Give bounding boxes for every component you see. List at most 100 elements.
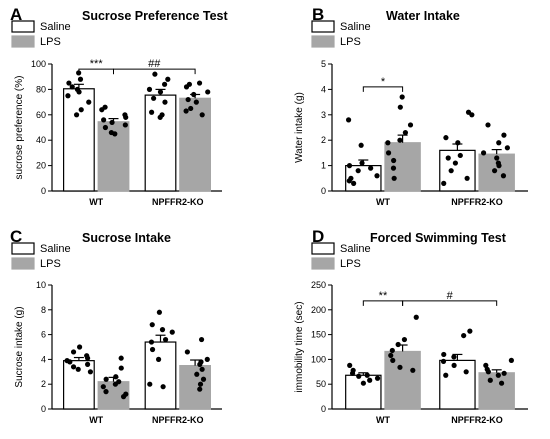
data-point (78, 107, 84, 113)
data-point (485, 369, 491, 375)
y-tick-label: 2 (41, 379, 46, 389)
data-point (407, 122, 414, 128)
data-point (495, 372, 501, 378)
y-tick-label: 50 (316, 379, 326, 389)
data-point (461, 332, 467, 339)
data-point (112, 381, 118, 387)
panel-letter: D (312, 227, 324, 246)
data-point (368, 165, 374, 171)
data-point (364, 372, 370, 378)
y-tick-label: 4 (321, 84, 326, 94)
y-tick-label: 0 (321, 186, 326, 196)
legend-label: Saline (40, 21, 71, 33)
y-tick-label: 150 (311, 330, 326, 340)
bar-saline-npffr2-ko (144, 94, 177, 192)
data-point (349, 370, 356, 376)
data-point (483, 362, 489, 368)
y-axis-label: Sucrose intake (g) (14, 306, 25, 387)
bar-lps-npffr2-ko (179, 97, 212, 192)
data-point (390, 357, 396, 363)
data-point (346, 178, 352, 184)
data-point (374, 173, 380, 179)
data-point (389, 347, 395, 354)
y-tick-label: 200 (311, 305, 326, 315)
data-point (500, 173, 507, 179)
data-point (165, 76, 171, 82)
y-tick-label: 4 (41, 354, 46, 364)
y-tick-label: 5 (321, 59, 326, 69)
data-point (77, 344, 83, 350)
panel-letter: C (10, 227, 22, 246)
data-point (103, 389, 109, 395)
data-point (401, 336, 408, 343)
data-point (504, 145, 510, 151)
data-point (159, 327, 166, 333)
data-point (183, 84, 190, 90)
data-point (390, 165, 397, 171)
legend-label: LPS (340, 258, 361, 270)
data-point (112, 131, 118, 137)
data-point (457, 152, 463, 159)
data-point (85, 355, 91, 361)
data-point (67, 359, 73, 365)
panel-a: A Sucrose Preference Test Saline LPS 0 20 40 60… (10, 5, 229, 207)
data-point (346, 163, 353, 169)
y-tick-label: 80 (36, 84, 46, 94)
data-point (467, 328, 473, 334)
legend-swatch-lps (311, 257, 335, 270)
x-category-label: NPFFR2-KO (451, 415, 503, 425)
bar-saline-wt (345, 374, 382, 410)
data-point (410, 367, 416, 373)
bar-lps-wt (384, 142, 421, 192)
data-point (123, 114, 129, 120)
data-point (149, 346, 156, 353)
data-point (452, 160, 458, 166)
legend-swatch-lps (11, 257, 35, 270)
data-point (193, 99, 199, 105)
data-point (445, 155, 451, 161)
legend-label: LPS (340, 36, 361, 48)
data-point (162, 336, 169, 343)
data-point (197, 381, 204, 387)
data-point (101, 117, 107, 123)
data-point (149, 109, 155, 115)
data-point (496, 140, 502, 146)
panel-title: Sucrose Intake (82, 231, 171, 245)
data-point (199, 366, 205, 372)
bar-lps-wt (384, 350, 421, 410)
data-point (120, 394, 127, 400)
panel-title: Water Intake (386, 9, 460, 23)
panel-letter: A (10, 5, 22, 24)
y-tick-label: 40 (36, 135, 46, 145)
data-point (358, 142, 364, 148)
data-point (152, 71, 158, 77)
data-point (160, 384, 166, 390)
data-point (156, 309, 163, 315)
data-point (451, 362, 457, 368)
data-point (102, 124, 109, 131)
data-point (501, 132, 507, 138)
bar-lps-npffr2-ko (478, 372, 515, 410)
y-tick-label: 20 (36, 161, 46, 171)
data-point (347, 362, 353, 368)
data-point (441, 180, 447, 186)
data-point (351, 180, 357, 186)
data-point (356, 373, 362, 379)
data-point (118, 355, 124, 361)
legend-swatch-saline (311, 242, 335, 255)
y-tick-label: 60 (36, 110, 46, 120)
data-point (162, 99, 168, 105)
data-point (397, 137, 403, 143)
legend-swatch-lps (311, 35, 335, 48)
y-tick-label: 1 (321, 161, 326, 171)
data-point (494, 155, 500, 161)
data-point (496, 163, 502, 169)
data-point (391, 157, 397, 164)
data-point (469, 112, 475, 118)
data-point (508, 357, 514, 363)
data-point (388, 352, 394, 359)
data-point (155, 356, 162, 362)
data-point (385, 150, 392, 156)
panel-title: Forced Swimming Test (370, 231, 507, 245)
data-point (69, 84, 75, 90)
